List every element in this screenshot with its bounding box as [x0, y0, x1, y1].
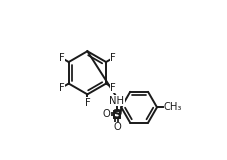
- Text: F: F: [110, 83, 116, 93]
- Text: O: O: [113, 122, 121, 132]
- Bar: [114, 111, 120, 117]
- Text: CH₃: CH₃: [164, 102, 182, 112]
- Text: F: F: [84, 98, 90, 108]
- Text: F: F: [59, 83, 64, 93]
- Text: O: O: [103, 109, 110, 119]
- Text: NH: NH: [109, 96, 124, 105]
- Text: F: F: [110, 53, 116, 63]
- Text: S: S: [113, 108, 121, 121]
- Text: F: F: [59, 53, 64, 63]
